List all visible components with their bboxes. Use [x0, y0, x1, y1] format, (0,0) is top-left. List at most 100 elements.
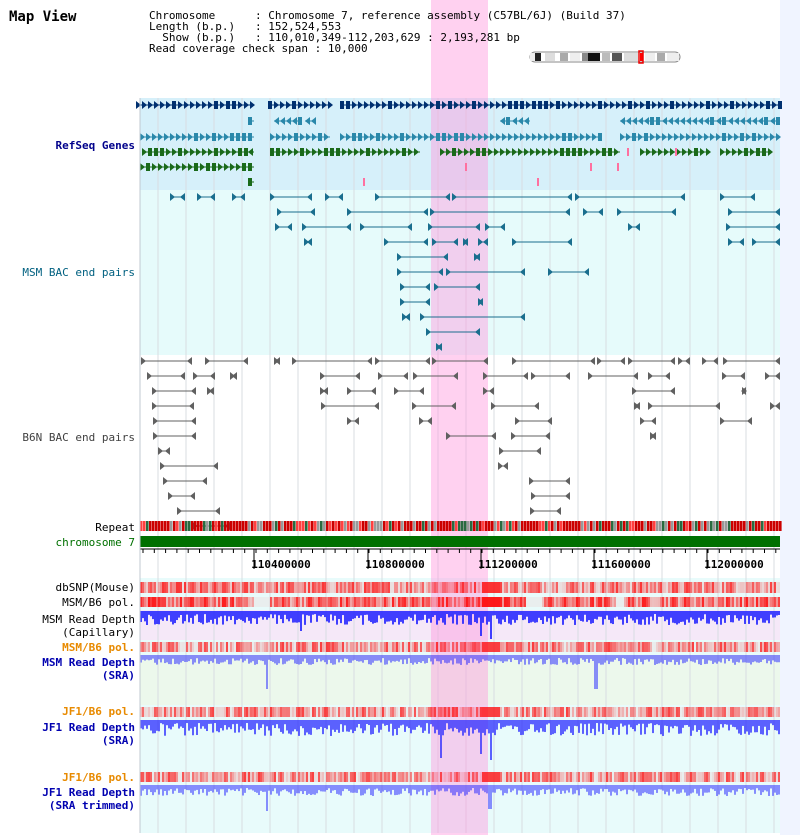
depth-bar	[340, 655, 342, 660]
depth-bar	[164, 655, 166, 664]
polymorphism-cell	[152, 772, 154, 782]
track-label-msm-b6-pol[interactable]: MSM/B6 pol.	[62, 596, 135, 609]
polymorphism-cell	[524, 597, 526, 607]
ideogram-band	[612, 53, 622, 61]
depth-bar	[204, 655, 206, 662]
polymorphism-cell	[586, 772, 588, 782]
polymorphism-cell	[740, 597, 742, 607]
gene-exon	[305, 117, 310, 125]
depth-bar	[552, 785, 554, 794]
polymorphism-cell	[746, 707, 748, 717]
track-label-jf1-trim[interactable]: JF1 Read Depth	[42, 786, 135, 799]
repeat-feature	[461, 521, 464, 531]
polymorphism-cell	[326, 597, 328, 607]
polymorphism-cell	[494, 582, 496, 593]
track-label-refseq[interactable]: RefSeq Genes	[55, 139, 135, 152]
polymorphism-cell	[264, 772, 266, 782]
depth-bar	[370, 785, 372, 796]
depth-bar	[226, 611, 228, 622]
bac-end-marker	[775, 223, 780, 231]
depth-bar	[526, 785, 528, 795]
track-label-repeat[interactable]: Repeat	[95, 521, 135, 534]
depth-bar	[474, 720, 476, 730]
depth-bar	[470, 655, 472, 659]
gene-exon	[494, 148, 499, 156]
polymorphism-cell	[232, 597, 234, 607]
polymorphism-cell	[540, 642, 542, 652]
polymorphism-cell	[290, 707, 292, 717]
track-label-jf1-depth[interactable]: JF1 Read Depth	[42, 721, 135, 734]
depth-bar	[178, 785, 180, 793]
ideogram-band	[640, 53, 643, 61]
polymorphism-cell	[278, 597, 280, 607]
gene-exon	[518, 148, 523, 156]
polymorphism-cell	[448, 642, 450, 652]
polymorphism-cell	[718, 772, 720, 782]
polymorphism-cell	[542, 642, 544, 652]
depth-bar	[390, 720, 392, 724]
polymorphism-cell	[630, 582, 632, 593]
gene-exon	[288, 133, 293, 141]
track-label-b6n-bac[interactable]: B6N BAC end pairs	[22, 431, 135, 444]
gene-exon	[270, 133, 275, 141]
track-label-dbsnp[interactable]: dbSNP(Mouse)	[55, 581, 135, 594]
polymorphism-cell	[690, 597, 692, 607]
gene-exon	[200, 163, 205, 171]
depth-bar	[380, 655, 382, 663]
depth-bar	[240, 611, 242, 620]
depth-bar	[502, 720, 504, 728]
track-label-jf1-b6-pol-trim[interactable]: JF1/B6 pol.	[62, 771, 135, 784]
polymorphism-cell	[324, 642, 326, 652]
track-label-chromosome[interactable]: chromosome 7	[55, 536, 135, 549]
gene-exon	[646, 101, 650, 109]
depth-bar	[548, 720, 550, 724]
depth-bar	[330, 655, 332, 664]
track-label-msm-depth-cap[interactable]: MSM Read Depth	[42, 613, 135, 626]
track-label-jf1-b6-pol[interactable]: JF1/B6 pol.	[62, 705, 135, 718]
gene-exon	[140, 163, 145, 171]
polymorphism-cell	[732, 642, 734, 652]
depth-bar	[236, 655, 238, 661]
polymorphism-cell	[644, 582, 646, 593]
polymorphism-cell	[352, 642, 354, 652]
depth-bar	[276, 655, 278, 665]
polymorphism-cell	[776, 772, 778, 782]
polymorphism-cell	[328, 597, 330, 607]
depth-bar	[666, 720, 668, 727]
depth-bar	[312, 655, 314, 665]
bac-end-marker	[483, 372, 488, 380]
track-label-msm-b6-pol-sra[interactable]: MSM/B6 pol.	[62, 641, 135, 654]
depth-bar	[526, 655, 528, 659]
gene-exon	[206, 133, 211, 141]
track-label-msm-bac[interactable]: MSM BAC end pairs	[22, 266, 135, 279]
polymorphism-cell	[256, 772, 258, 782]
depth-bar	[420, 720, 422, 728]
polymorphism-cell	[616, 642, 618, 652]
polymorphism-cell	[648, 707, 650, 717]
polymorphism-cell	[692, 582, 694, 593]
gene-exon	[448, 101, 452, 109]
depth-bar	[614, 655, 616, 660]
gene-exon	[172, 101, 176, 109]
depth-bar	[194, 655, 196, 663]
polymorphism-cell	[406, 597, 408, 607]
track-label-msm-depth-sra[interactable]: MSM Read Depth	[42, 656, 135, 669]
polymorphism-cell	[272, 642, 274, 652]
polymorphism-cell	[276, 597, 278, 607]
polymorphism-cell	[466, 772, 468, 782]
depth-bar	[688, 611, 690, 623]
polymorphism-cell	[592, 772, 594, 782]
polymorphism-cell	[440, 772, 442, 782]
polymorphism-cell	[260, 582, 262, 593]
repeat-feature	[413, 521, 416, 531]
polymorphism-cell	[278, 772, 280, 782]
repeat-feature	[686, 521, 689, 531]
depth-bar	[746, 720, 748, 732]
depth-bar	[596, 655, 598, 689]
polymorphism-cell	[466, 707, 468, 717]
depth-bar	[500, 785, 502, 791]
depth-bar	[514, 785, 516, 789]
depth-bar	[182, 720, 184, 728]
polymorphism-cell	[234, 707, 236, 717]
depth-bar	[220, 785, 222, 790]
